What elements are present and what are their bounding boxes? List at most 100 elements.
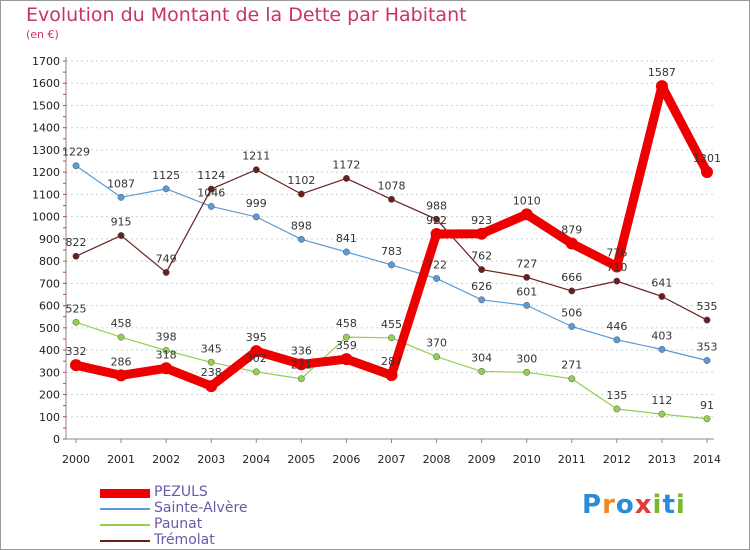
logo-letter: i [652, 490, 663, 520]
data-label: 345 [201, 342, 222, 355]
data-point [385, 369, 398, 382]
legend-label: Paunat [154, 516, 203, 532]
data-label: 271 [561, 359, 582, 372]
x-tick-label: 2006 [332, 453, 360, 466]
data-label: 749 [156, 252, 177, 265]
data-label: 915 [111, 216, 132, 229]
data-label: 91 [700, 399, 714, 412]
legend-swatch [100, 540, 150, 542]
data-point [252, 213, 260, 221]
data-point [433, 215, 441, 223]
legend-label: Sainte-Alvère [154, 500, 248, 516]
logo-letter: o [615, 490, 635, 520]
data-label: 398 [156, 331, 177, 344]
x-tick-label: 2008 [423, 453, 451, 466]
data-point [160, 362, 173, 375]
data-point [388, 334, 395, 342]
x-tick-label: 2001 [107, 453, 135, 466]
legend-swatch [100, 508, 150, 510]
data-point [523, 273, 531, 281]
y-tick-label: 1100 [32, 188, 60, 201]
data-label: 841 [336, 232, 357, 245]
data-point [613, 336, 621, 344]
data-label: 1172 [332, 158, 360, 171]
data-point [388, 195, 395, 203]
data-point [207, 185, 215, 193]
data-label: 727 [516, 257, 537, 270]
data-point [568, 287, 576, 295]
data-point [520, 208, 533, 221]
data-point [703, 316, 711, 324]
y-tick-label: 1600 [32, 77, 60, 90]
data-point [70, 359, 82, 372]
data-point [162, 269, 170, 276]
data-point [565, 237, 578, 250]
x-tick-label: 2010 [513, 453, 541, 466]
data-label: 304 [471, 351, 492, 364]
x-tick-label: 2012 [603, 453, 631, 466]
y-tick-label: 1300 [32, 144, 60, 157]
data-point [162, 185, 170, 193]
data-label: 1010 [513, 194, 541, 207]
data-label: 535 [697, 300, 718, 313]
data-point [523, 368, 531, 376]
data-label: 458 [111, 317, 132, 330]
y-tick-label: 800 [39, 255, 60, 268]
y-tick-label: 1700 [32, 55, 60, 68]
data-label: 458 [336, 317, 357, 330]
y-tick-label: 200 [39, 389, 60, 402]
logo-letter: x [634, 490, 653, 520]
data-point [610, 260, 623, 273]
data-label: 641 [651, 276, 672, 289]
data-label: 710 [606, 261, 627, 274]
data-point [568, 375, 576, 383]
data-point [655, 80, 668, 93]
data-point [475, 227, 488, 240]
data-point [658, 410, 666, 418]
legend-swatch [100, 524, 150, 526]
data-point [478, 367, 486, 375]
data-label: 1046 [197, 186, 225, 199]
data-label: 286 [111, 355, 132, 368]
logo-letter: t [662, 490, 676, 520]
data-label: 271 [291, 359, 312, 372]
y-tick-label: 500 [39, 322, 60, 335]
data-label: 1078 [378, 179, 406, 192]
y-tick-label: 400 [39, 344, 60, 357]
x-tick-label: 2004 [242, 453, 270, 466]
data-label: 1124 [197, 169, 225, 182]
data-label: 336 [291, 344, 312, 357]
x-tick-label: 2007 [378, 453, 406, 466]
y-tick-label: 1000 [32, 211, 60, 224]
data-label: 318 [156, 348, 177, 361]
data-label: 666 [561, 271, 582, 284]
data-point [205, 380, 218, 393]
data-label: 999 [246, 197, 267, 210]
data-label: 112 [651, 394, 672, 407]
data-point [433, 353, 441, 361]
data-point [72, 162, 80, 170]
chart-title: Evolution du Montant de la Dette par Hab… [26, 4, 467, 26]
legend-label: PEZULS [154, 484, 208, 500]
y-tick-label: 700 [39, 277, 60, 290]
data-point [117, 193, 125, 201]
x-tick-label: 2000 [62, 453, 90, 466]
y-tick-label: 1500 [32, 99, 60, 112]
logo-letter: i [675, 490, 686, 520]
data-point [613, 277, 621, 285]
data-label: 601 [516, 285, 537, 298]
data-point [388, 261, 395, 269]
logo-letter: P [582, 490, 603, 520]
data-label: 923 [471, 214, 492, 227]
data-label: 395 [246, 331, 267, 344]
data-point [701, 165, 713, 178]
logo-letter: r [602, 490, 616, 520]
y-tick-label: 1400 [32, 122, 60, 135]
data-point [523, 301, 531, 309]
data-label: 525 [66, 302, 87, 315]
data-point [340, 353, 353, 366]
data-label: 287 [381, 355, 402, 368]
data-point [117, 333, 125, 341]
y-tick-label: 100 [39, 411, 60, 424]
data-label: 1087 [107, 177, 135, 190]
